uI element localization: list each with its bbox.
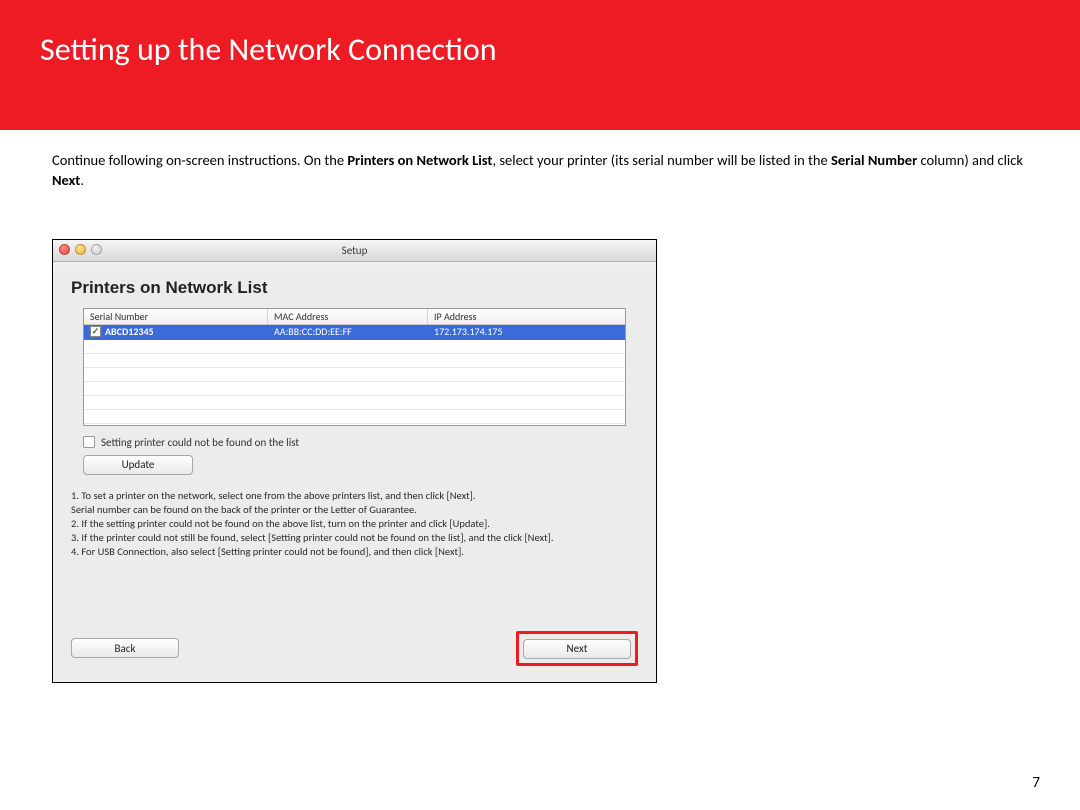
window-title: Setup	[342, 244, 368, 257]
instr-mid2: column) and click	[917, 151, 1023, 169]
dialog-instructions: 1. To set a printer on the network, sele…	[71, 489, 631, 560]
window-controls	[59, 244, 102, 255]
instr-bold3: Next	[52, 171, 80, 189]
page-number: 7	[1032, 774, 1040, 792]
minimize-icon[interactable]	[75, 244, 86, 255]
next-label: Next	[567, 642, 588, 655]
table-row[interactable]: ✓ ABCD12345 AA:BB:CC:DD:EE:FF 172.173.17…	[84, 325, 625, 340]
setup-dialog-screenshot: Setup Printers on Network List Serial Nu…	[52, 239, 657, 683]
window-titlebar: Setup	[53, 240, 656, 262]
instr-bold1: Printers on Network List	[347, 151, 492, 169]
cell-mac: AA:BB:CC:DD:EE:FF	[268, 325, 428, 340]
row-checkbox-icon[interactable]: ✓	[90, 326, 101, 337]
table-header-row: Serial Number MAC Address IP Address	[84, 309, 625, 325]
instr-bold2: Serial Number	[831, 151, 917, 169]
notfound-checkbox-row[interactable]: Setting printer could not be found on th…	[83, 436, 638, 449]
col-header-serial[interactable]: Serial Number	[84, 309, 268, 324]
slide-header: Setting up the Network Connection	[0, 0, 1080, 130]
zoom-icon[interactable]	[91, 244, 102, 255]
checkbox-icon[interactable]	[83, 436, 95, 448]
back-label: Back	[115, 642, 136, 655]
instr-suffix: .	[80, 171, 84, 189]
printers-table: Serial Number MAC Address IP Address ✓ A…	[83, 308, 626, 426]
next-button[interactable]: Next	[523, 639, 631, 659]
update-button[interactable]: Update	[83, 455, 193, 475]
dialog-heading: Printers on Network List	[71, 278, 638, 298]
back-button[interactable]: Back	[71, 638, 179, 658]
dialog-footer: Back Next	[71, 631, 638, 666]
col-header-mac[interactable]: MAC Address	[268, 309, 428, 324]
instr-prefix: Continue following on-screen instruction…	[52, 151, 347, 169]
instr-mid: , select your printer (its serial number…	[492, 151, 831, 169]
cell-ip: 172.173.174.175	[428, 325, 625, 340]
serial-value: ABCD12345	[105, 325, 154, 338]
close-icon[interactable]	[59, 244, 70, 255]
next-highlight-box: Next	[516, 631, 638, 666]
slide-title: Setting up the Network Connection	[40, 30, 1040, 69]
instruction-paragraph: Continue following on-screen instruction…	[52, 150, 1040, 191]
dialog-body: Printers on Network List Serial Number M…	[53, 262, 656, 682]
cell-serial: ✓ ABCD12345	[84, 325, 268, 340]
notfound-label: Setting printer could not be found on th…	[101, 436, 299, 449]
update-label: Update	[122, 458, 155, 471]
col-header-ip[interactable]: IP Address	[428, 309, 625, 324]
slide-body: Continue following on-screen instruction…	[0, 130, 1080, 683]
empty-rows	[84, 340, 625, 425]
